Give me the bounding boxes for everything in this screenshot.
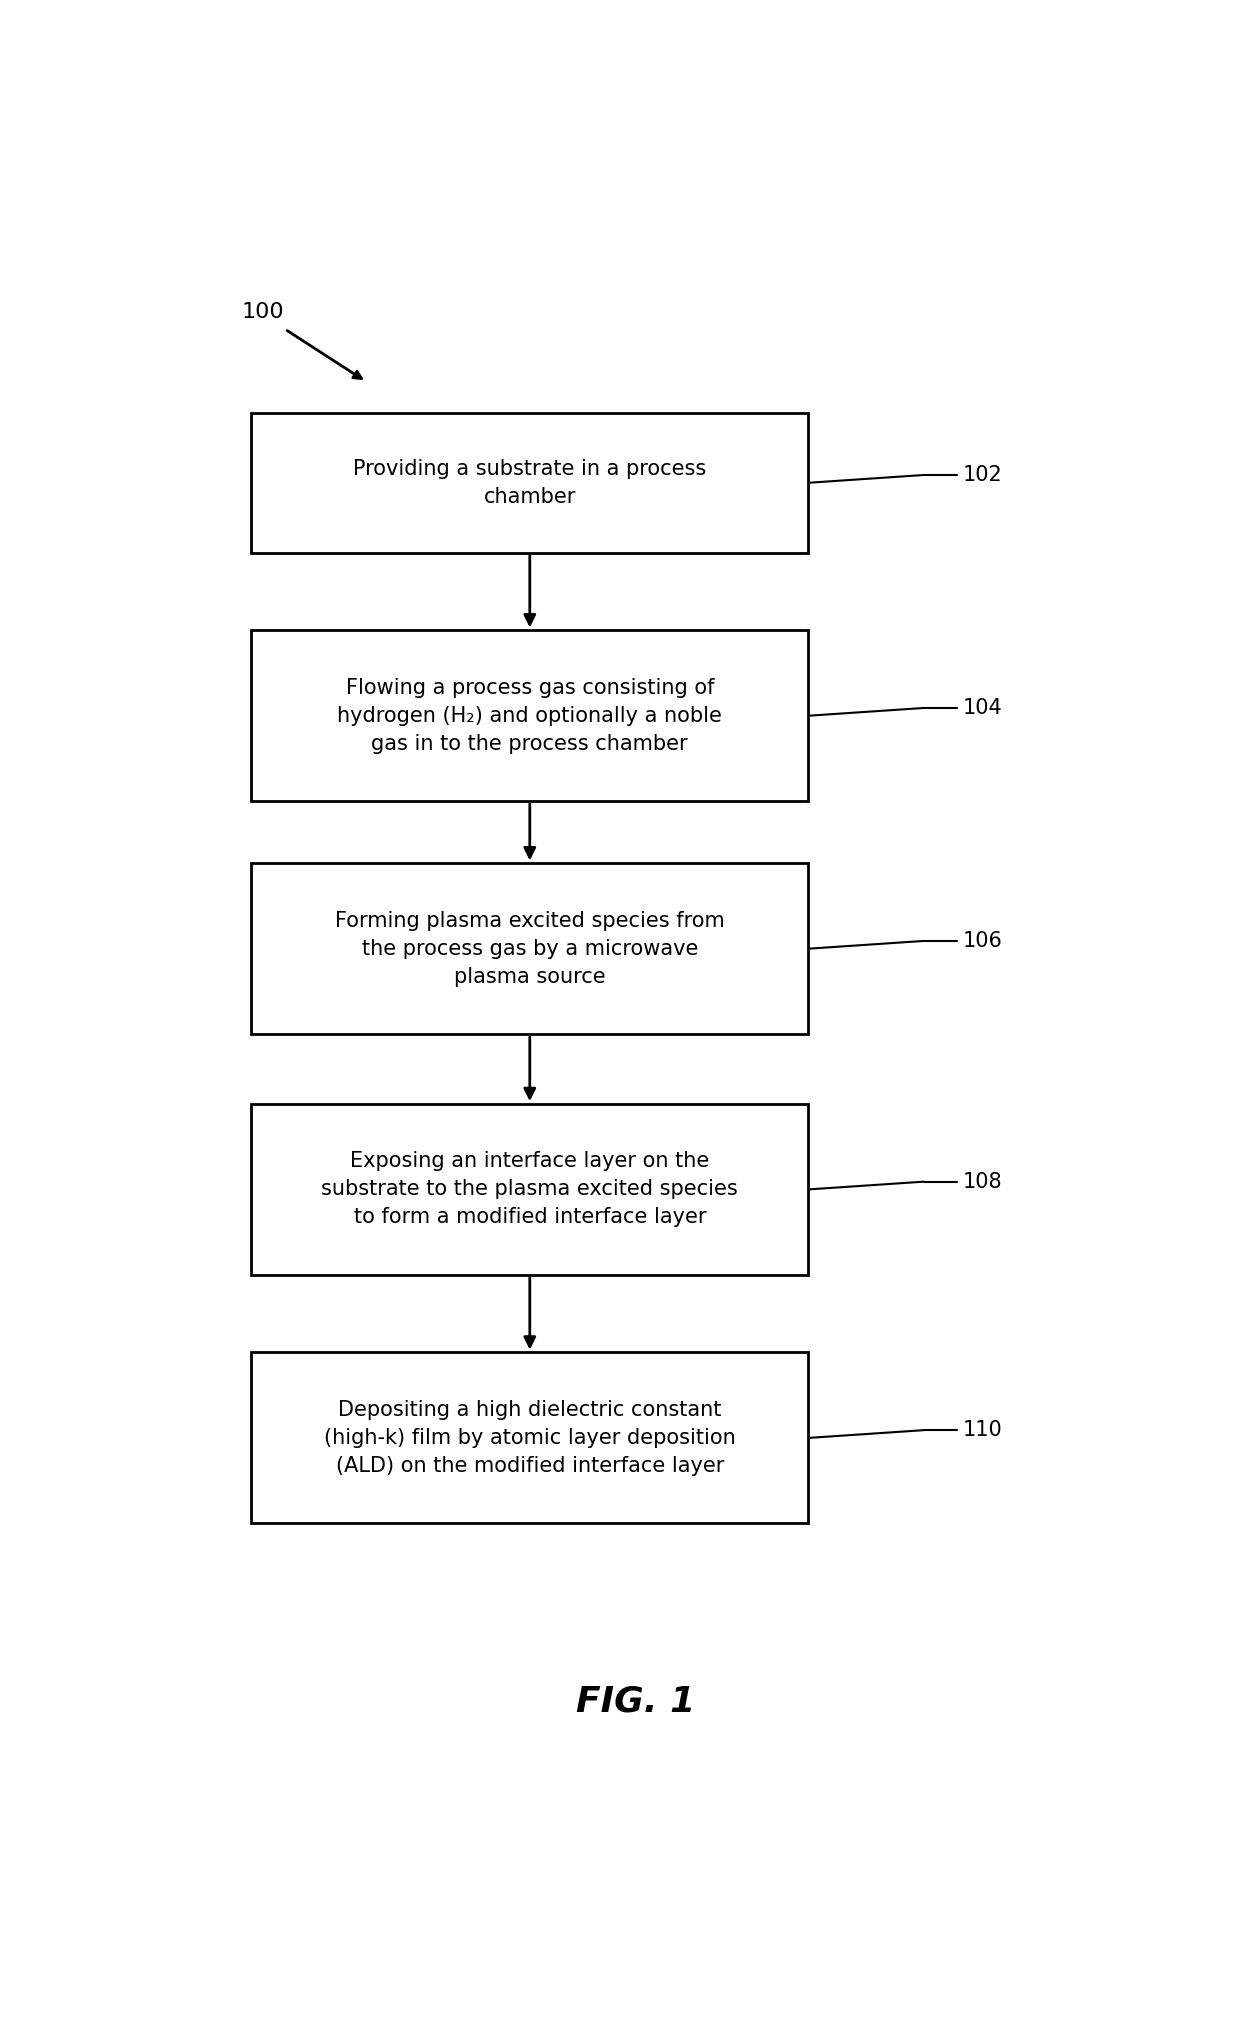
Bar bbox=[250, 1353, 808, 1523]
Text: Providing a substrate in a process
chamber: Providing a substrate in a process chamb… bbox=[353, 458, 707, 506]
Bar bbox=[250, 1103, 808, 1275]
Bar bbox=[250, 863, 808, 1035]
Text: FIG. 1: FIG. 1 bbox=[575, 1684, 696, 1718]
Text: Depositing a high dielectric constant
(high-k) film by atomic layer deposition
(: Depositing a high dielectric constant (h… bbox=[324, 1400, 735, 1476]
Text: Forming plasma excited species from
the process gas by a microwave
plasma source: Forming plasma excited species from the … bbox=[335, 912, 724, 986]
Text: 108: 108 bbox=[962, 1172, 1002, 1192]
Text: Flowing a process gas consisting of
hydrogen (H₂) and optionally a noble
gas in : Flowing a process gas consisting of hydr… bbox=[337, 678, 722, 754]
Text: Exposing an interface layer on the
substrate to the plasma excited species
to fo: Exposing an interface layer on the subst… bbox=[321, 1152, 738, 1228]
Bar bbox=[250, 413, 808, 553]
Text: 106: 106 bbox=[962, 932, 1002, 950]
Text: 104: 104 bbox=[962, 698, 1002, 718]
Text: 110: 110 bbox=[962, 1420, 1002, 1440]
Text: 102: 102 bbox=[962, 466, 1002, 484]
Bar bbox=[250, 629, 808, 801]
Text: 100: 100 bbox=[242, 303, 284, 323]
